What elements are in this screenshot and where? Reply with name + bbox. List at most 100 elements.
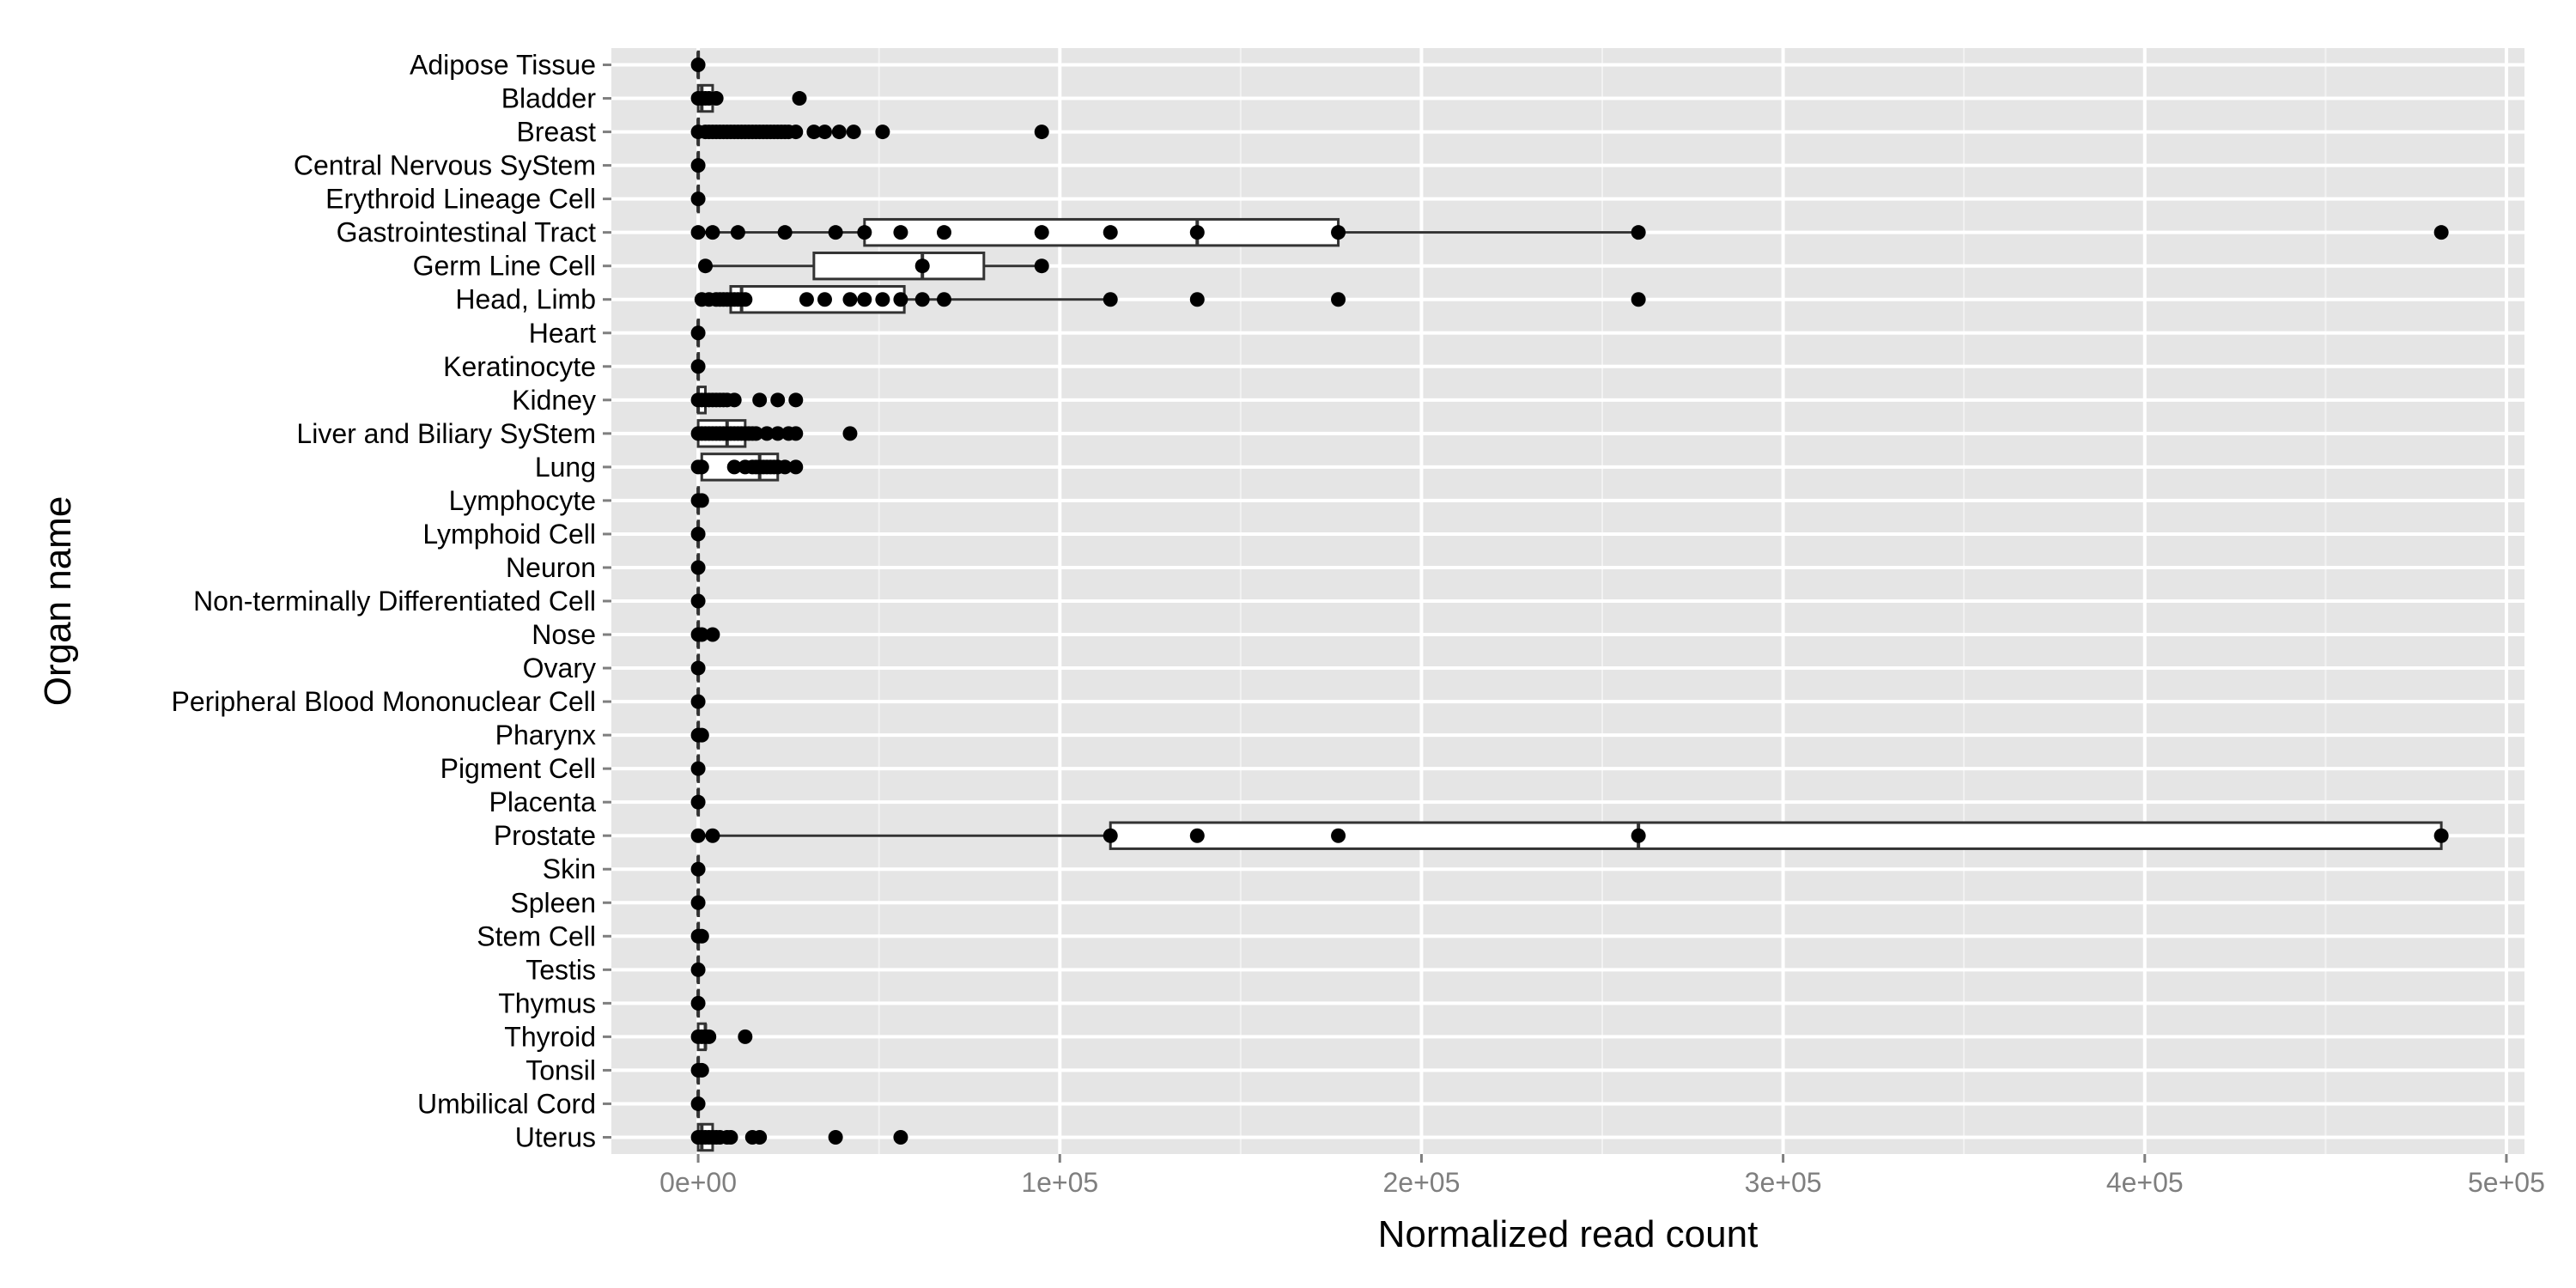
data-point bbox=[2433, 828, 2449, 843]
data-point bbox=[828, 1129, 843, 1145]
data-point bbox=[1103, 292, 1118, 307]
data-point bbox=[1189, 292, 1205, 307]
box bbox=[1109, 821, 2443, 850]
data-point bbox=[694, 727, 709, 743]
data-point bbox=[690, 593, 706, 609]
data-point bbox=[705, 828, 720, 843]
data-point bbox=[690, 58, 706, 73]
data-point bbox=[738, 292, 753, 307]
data-point bbox=[875, 125, 890, 140]
x-tick-label: 1e+05 bbox=[1021, 1167, 1098, 1198]
data-point bbox=[705, 627, 720, 642]
y-tick-label: Adipose Tissue bbox=[410, 50, 596, 81]
y-tick-label: Pharynx bbox=[495, 720, 596, 750]
data-point bbox=[1631, 225, 1646, 240]
y-tick-label: Gastrointestinal Tract bbox=[337, 217, 596, 248]
y-tick-label: Spleen bbox=[510, 887, 596, 918]
data-point bbox=[2433, 225, 2449, 240]
data-point bbox=[1034, 225, 1049, 240]
data-point bbox=[690, 560, 706, 575]
y-tick-label: Prostate bbox=[494, 820, 596, 851]
data-point bbox=[875, 292, 890, 307]
data-point bbox=[831, 125, 847, 140]
x-tick-label: 2e+05 bbox=[1382, 1167, 1460, 1198]
y-tick-label: Liver and Biliary SyStem bbox=[296, 418, 596, 449]
y-tick-label: Uterus bbox=[515, 1121, 596, 1152]
y-tick-label: Bladder bbox=[501, 83, 597, 114]
y-tick-label: Peripheral Blood Mononuclear Cell bbox=[172, 686, 597, 717]
data-point bbox=[777, 459, 793, 475]
data-point bbox=[752, 392, 768, 408]
data-point bbox=[702, 1029, 717, 1044]
data-point bbox=[690, 962, 706, 977]
data-point bbox=[914, 292, 930, 307]
y-tick-label: Umbilical Cord bbox=[417, 1088, 596, 1119]
data-point bbox=[792, 91, 807, 106]
data-point bbox=[690, 526, 706, 542]
data-point bbox=[936, 225, 951, 240]
y-tick-label: Heart bbox=[529, 318, 596, 349]
data-point bbox=[936, 292, 951, 307]
y-tick-label: Pigment Cell bbox=[440, 753, 596, 784]
data-point bbox=[748, 426, 763, 441]
box bbox=[812, 251, 986, 281]
data-point bbox=[690, 828, 706, 843]
data-point bbox=[914, 258, 930, 274]
data-point bbox=[777, 225, 793, 240]
data-point bbox=[690, 861, 706, 877]
data-point bbox=[690, 191, 706, 207]
data-point bbox=[1631, 292, 1646, 307]
box bbox=[863, 217, 1340, 247]
data-point bbox=[857, 292, 872, 307]
data-point bbox=[690, 225, 706, 240]
y-tick-label: Kidney bbox=[512, 385, 596, 416]
data-point bbox=[1034, 125, 1049, 140]
data-point bbox=[1189, 828, 1205, 843]
data-point bbox=[1331, 292, 1346, 307]
data-point bbox=[694, 459, 709, 475]
data-point bbox=[752, 1129, 768, 1145]
data-point bbox=[726, 392, 742, 408]
y-tick-label: Skin bbox=[543, 854, 596, 884]
y-tick-label: Lymphocyte bbox=[449, 485, 596, 516]
y-tick-label: Central Nervous SyStem bbox=[294, 150, 596, 181]
data-point bbox=[842, 426, 858, 441]
data-point bbox=[893, 1129, 908, 1145]
data-point bbox=[726, 459, 742, 475]
x-tick-label: 0e+00 bbox=[659, 1167, 737, 1198]
data-point bbox=[690, 895, 706, 910]
data-point bbox=[1103, 225, 1118, 240]
data-point bbox=[1034, 258, 1049, 274]
y-tick-label: Lymphoid Cell bbox=[422, 519, 596, 550]
points-layer bbox=[690, 58, 2449, 1145]
y-tick-label: Stem Cell bbox=[477, 920, 596, 951]
data-point bbox=[788, 392, 804, 408]
y-tick-label: Breast bbox=[517, 117, 597, 148]
y-tick-label: Placenta bbox=[489, 787, 596, 817]
data-point bbox=[694, 627, 709, 642]
x-tick-label: 4e+05 bbox=[2106, 1167, 2184, 1198]
data-point bbox=[694, 1062, 709, 1078]
data-point bbox=[857, 225, 872, 240]
data-point bbox=[723, 1129, 738, 1145]
data-point bbox=[788, 426, 804, 441]
data-point bbox=[842, 292, 858, 307]
data-point bbox=[698, 258, 714, 274]
y-tick-label: Thyroid bbox=[504, 1021, 596, 1052]
data-point bbox=[806, 125, 822, 140]
data-point bbox=[690, 158, 706, 173]
x-axis: 0e+00 1e+05 2e+05 3e+05 4e+05 5e+05 bbox=[659, 1154, 2545, 1198]
y-tick-label: Thymus bbox=[498, 987, 596, 1018]
data-point bbox=[817, 292, 832, 307]
data-point bbox=[694, 928, 709, 944]
data-point bbox=[730, 225, 745, 240]
x-axis-title: Normalized read count bbox=[1378, 1213, 1759, 1255]
y-tick-label: Germ Line Cell bbox=[413, 251, 596, 282]
data-point bbox=[690, 694, 706, 709]
x-tick-label: 5e+05 bbox=[2468, 1167, 2545, 1198]
y-axis-title: Organ name bbox=[37, 496, 79, 707]
y-tick-label: Head, Limb bbox=[455, 284, 596, 315]
y-tick-label: Tonsil bbox=[526, 1054, 596, 1085]
data-point bbox=[799, 292, 814, 307]
